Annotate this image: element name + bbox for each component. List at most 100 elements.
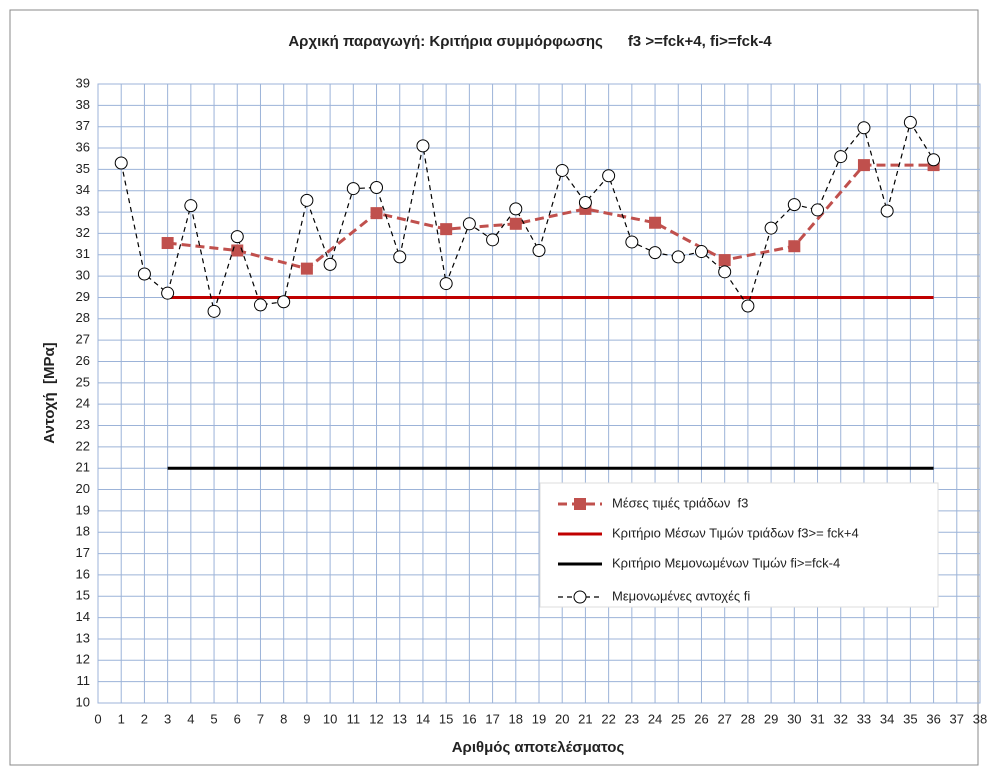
- y-tick-label: 27: [76, 332, 90, 347]
- marker: [625, 235, 639, 249]
- marker: [927, 153, 941, 167]
- y-tick-label: 30: [76, 268, 90, 283]
- x-tick-label: 33: [857, 711, 871, 726]
- y-tick-label: 35: [76, 161, 90, 176]
- x-tick-label: 19: [532, 711, 546, 726]
- legend-marker: [574, 498, 586, 510]
- x-tick-label: 6: [234, 711, 241, 726]
- y-tick-label: 24: [76, 396, 90, 411]
- x-tick-label: 14: [416, 711, 430, 726]
- marker: [811, 203, 825, 217]
- legend-box: [539, 482, 939, 608]
- y-tick-label: 25: [76, 374, 90, 389]
- marker: [880, 204, 894, 218]
- x-tick-label: 36: [926, 711, 940, 726]
- marker: [741, 299, 755, 313]
- x-tick-label: 23: [625, 711, 639, 726]
- marker: [323, 257, 337, 271]
- x-tick-label: 24: [648, 711, 662, 726]
- x-tick-label: 4: [187, 711, 194, 726]
- marker: [718, 254, 731, 267]
- y-axis-title: Αντοχή [MPα]: [41, 342, 58, 443]
- y-tick-label: 26: [76, 353, 90, 368]
- marker: [509, 217, 522, 230]
- y-tick-label: 11: [77, 673, 91, 688]
- x-tick-label: 17: [485, 711, 499, 726]
- y-tick-label: 36: [76, 139, 90, 154]
- marker: [277, 295, 291, 309]
- marker: [509, 202, 523, 216]
- x-tick-label: 26: [694, 711, 708, 726]
- x-tick-label: 22: [601, 711, 615, 726]
- y-tick-label: 19: [76, 502, 90, 517]
- x-tick-label: 32: [834, 711, 848, 726]
- y-tick-label: 23: [76, 417, 90, 432]
- y-tick-label: 38: [76, 97, 90, 112]
- x-tick-label: 2: [141, 711, 148, 726]
- x-tick-label: 13: [393, 711, 407, 726]
- y-tick-label: 31: [76, 246, 90, 261]
- y-tick-label: 29: [76, 289, 90, 304]
- x-tick-label: 9: [303, 711, 310, 726]
- marker: [416, 139, 430, 153]
- marker: [578, 195, 592, 209]
- marker: [649, 216, 662, 229]
- y-tick-label: 32: [76, 225, 90, 240]
- legend-label: Κριτήριο Μέσων Τιμών τριάδων f3>= fck+4: [612, 525, 859, 540]
- marker: [346, 182, 360, 196]
- marker: [788, 240, 801, 253]
- x-tick-label: 27: [717, 711, 731, 726]
- marker: [253, 298, 267, 312]
- marker: [462, 217, 476, 231]
- marker: [694, 245, 708, 259]
- x-tick-label: 20: [555, 711, 569, 726]
- series-line: [120, 120, 935, 314]
- x-tick-label: 29: [764, 711, 778, 726]
- y-tick-label: 22: [76, 438, 90, 453]
- marker: [137, 267, 151, 281]
- x-tick-label: 7: [257, 711, 264, 726]
- x-tick-label: 30: [787, 711, 801, 726]
- marker: [787, 198, 801, 212]
- legend-label: Κριτήριο Μεμονωμένων Τιμών fi>=fck-4: [612, 555, 840, 570]
- x-tick-label: 10: [323, 711, 337, 726]
- marker: [764, 221, 778, 235]
- y-tick-label: 14: [76, 609, 90, 624]
- y-tick-label: 10: [76, 694, 90, 709]
- marker: [648, 246, 662, 260]
- marker: [230, 230, 244, 244]
- marker: [602, 169, 616, 183]
- marker: [370, 181, 384, 195]
- x-tick-label: 0: [94, 711, 101, 726]
- x-tick-label: 35: [903, 711, 917, 726]
- x-tick-label: 11: [347, 711, 361, 726]
- y-tick-label: 13: [76, 630, 90, 645]
- x-tick-label: 8: [280, 711, 287, 726]
- marker: [532, 243, 546, 257]
- chart-title: Αρχική παραγωγή: Κριτήρια συμμόρφωσης f3…: [288, 33, 772, 50]
- marker: [439, 277, 453, 291]
- y-tick-label: 18: [76, 524, 90, 539]
- series-line: [167, 163, 934, 271]
- legend-marker: [573, 590, 587, 604]
- x-tick-label: 34: [880, 711, 894, 726]
- marker: [440, 223, 453, 236]
- marker: [114, 156, 128, 170]
- plot-border: [97, 83, 981, 704]
- marker: [718, 265, 732, 279]
- y-tick-label: 16: [76, 566, 90, 581]
- marker: [486, 233, 500, 247]
- y-tick-label: 20: [76, 481, 90, 496]
- marker: [300, 193, 314, 207]
- x-tick-label: 16: [462, 711, 476, 726]
- chart-border: [9, 9, 979, 766]
- marker: [857, 121, 871, 135]
- y-tick-label: 37: [76, 118, 90, 133]
- y-tick-label: 21: [76, 460, 90, 475]
- y-tick-label: 15: [76, 588, 90, 603]
- x-tick-label: 25: [671, 711, 685, 726]
- y-tick-label: 33: [76, 204, 90, 219]
- x-tick-label: 15: [439, 711, 453, 726]
- x-tick-label: 12: [369, 711, 383, 726]
